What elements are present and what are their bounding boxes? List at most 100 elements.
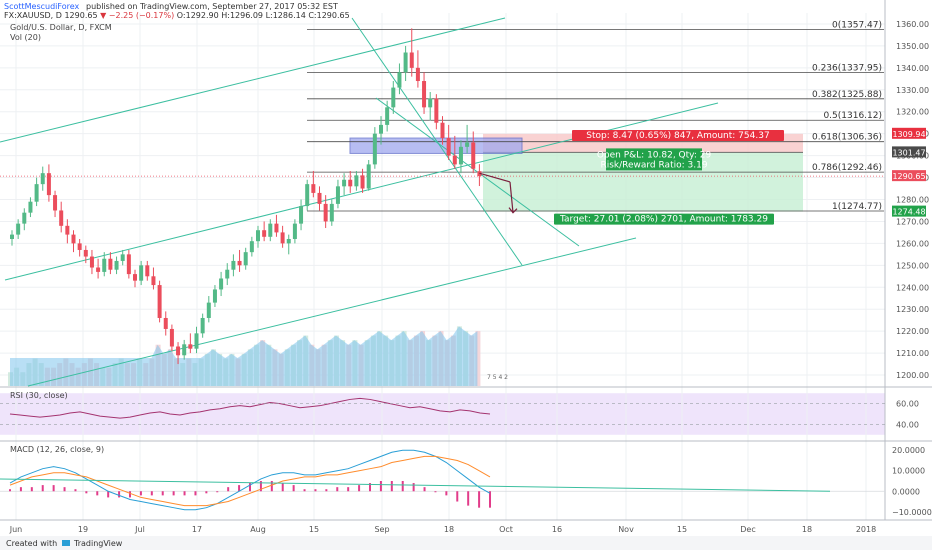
candle-body: [200, 317, 205, 334]
macd-hist-bar: [85, 491, 88, 494]
macd-hist-bar: [412, 483, 415, 492]
price-tick: 1230.00: [896, 305, 929, 314]
candle-body: [366, 164, 371, 189]
stop-price-tag: 1309.94: [892, 130, 925, 139]
candle-body: [446, 138, 451, 156]
macd-hist-bar: [227, 487, 230, 492]
candle-body: [311, 184, 316, 193]
symbol-line: FX:XAUUSD, D 1290.65 ▼ −2.25 (−0.17%) O:…: [4, 11, 350, 20]
macd-line: [9, 449, 491, 511]
x-tick-label: 18: [444, 525, 454, 534]
price-tick: 1360.00: [896, 20, 929, 29]
macd-hist-bar: [478, 491, 481, 508]
x-tick-label: Jul: [134, 525, 145, 534]
macd-hist-bar: [445, 491, 448, 496]
x-tick-label: Jun: [9, 525, 23, 534]
candle-body: [354, 175, 359, 187]
candle-body: [126, 254, 131, 275]
macd-hist-bar: [314, 489, 317, 492]
candle-body: [114, 260, 119, 270]
macd-hist-bar: [129, 491, 131, 498]
pnl-label-bg: [606, 148, 702, 171]
candle-body: [305, 184, 310, 207]
instrument-title: Gold/U.S. Dollar, D, FXCM: [10, 23, 112, 32]
last-price-tag: 1290.65: [892, 172, 925, 181]
signal-line: [9, 455, 491, 507]
macd-hist-bar: [96, 491, 99, 496]
macd-hist-bar: [205, 491, 208, 494]
candle-body: [280, 232, 285, 244]
change-text: ▼ −2.25 (−0.17%): [100, 11, 177, 20]
target-price-tag-bg: [892, 205, 926, 217]
x-tick-label: 2018: [856, 525, 876, 534]
tradingview-logo-icon: [62, 540, 70, 546]
candle-body: [471, 142, 476, 169]
candle-body: [249, 241, 254, 253]
candle-body: [237, 260, 242, 266]
candle-body: [317, 192, 322, 204]
candle-body: [89, 256, 94, 268]
macd-hist-bar: [183, 491, 186, 496]
candle-body: [40, 173, 45, 185]
candle-body: [46, 173, 51, 196]
candle-body: [163, 317, 168, 329]
candle-body: [219, 278, 224, 290]
candle-body: [194, 333, 199, 349]
candle-body: [329, 203, 334, 222]
published-text: published on TradingView.com, September …: [86, 2, 338, 11]
fib-label-0.786: 0.786(1292.46): [812, 163, 882, 173]
macd-hist-bar: [270, 481, 273, 492]
candle-body: [145, 265, 150, 277]
rsi-line: [9, 397, 491, 419]
candle-body: [22, 212, 27, 224]
candle-body: [292, 223, 297, 239]
candle-body: [299, 206, 304, 224]
projection-arrow-2: [509, 181, 514, 213]
candle-body: [434, 98, 439, 123]
tradingview-brand: TradingView: [73, 539, 123, 548]
fib-label-0.236: 0.236(1337.95): [812, 63, 882, 73]
fib-label-1: 1(1274.77): [832, 202, 882, 212]
candle-body: [256, 230, 260, 242]
candle-body: [397, 72, 402, 88]
macd-hist-bar: [194, 491, 197, 496]
candle-body: [34, 184, 39, 202]
pnl-label: Open P&L: 10.82, Qty: 29: [597, 150, 712, 160]
macd-hist-bar: [139, 491, 142, 496]
price-tick: 1330.00: [896, 86, 929, 95]
x-tick-label: 19: [78, 525, 88, 534]
macd-hist-bar: [172, 491, 175, 496]
candle-body: [10, 234, 14, 239]
candle-body: [385, 107, 390, 125]
volume-label: Vol (20): [10, 33, 41, 42]
author-link: ScottMescudiForex: [4, 2, 80, 11]
channel-lower-line: [27, 237, 637, 387]
macd-hist-bar: [19, 487, 22, 492]
stop-price-tag-bg: [892, 127, 926, 139]
macd-hist-bar: [423, 487, 426, 492]
candle-body: [391, 87, 396, 108]
rsi-label: RSI (30, close): [10, 391, 68, 400]
macd-hist-bar: [281, 483, 284, 492]
candle-body: [83, 249, 88, 257]
x-tick-label: 15: [677, 525, 687, 534]
macd-hist-bar: [41, 485, 44, 492]
macd-label: MACD (12, 26, close, 9): [10, 445, 104, 454]
x-tick-label: 15: [309, 525, 319, 534]
entry-price-tag: 1301.47: [892, 148, 925, 157]
macd-hist-bar: [118, 491, 121, 498]
price-tick: 1210.00: [896, 349, 929, 358]
rsi-tick: 40.00: [896, 420, 919, 429]
ohlc-text: O:1292.90 H:1296.09 L:1286.14 C:1290.65: [177, 11, 350, 20]
macd-hist-bar: [9, 489, 11, 492]
macd-tick: 0.0000: [892, 487, 920, 496]
x-tick-label: Aug: [250, 525, 266, 534]
macd-hist-bar: [489, 491, 491, 508]
target-label: Target: 27.01 (2.08%) 2701, Amount: 1783…: [559, 215, 768, 225]
candle-body: [151, 276, 156, 286]
x-tick-label: 18: [802, 525, 812, 534]
candle-body: [77, 243, 82, 250]
macd-hist-bar: [347, 487, 350, 492]
